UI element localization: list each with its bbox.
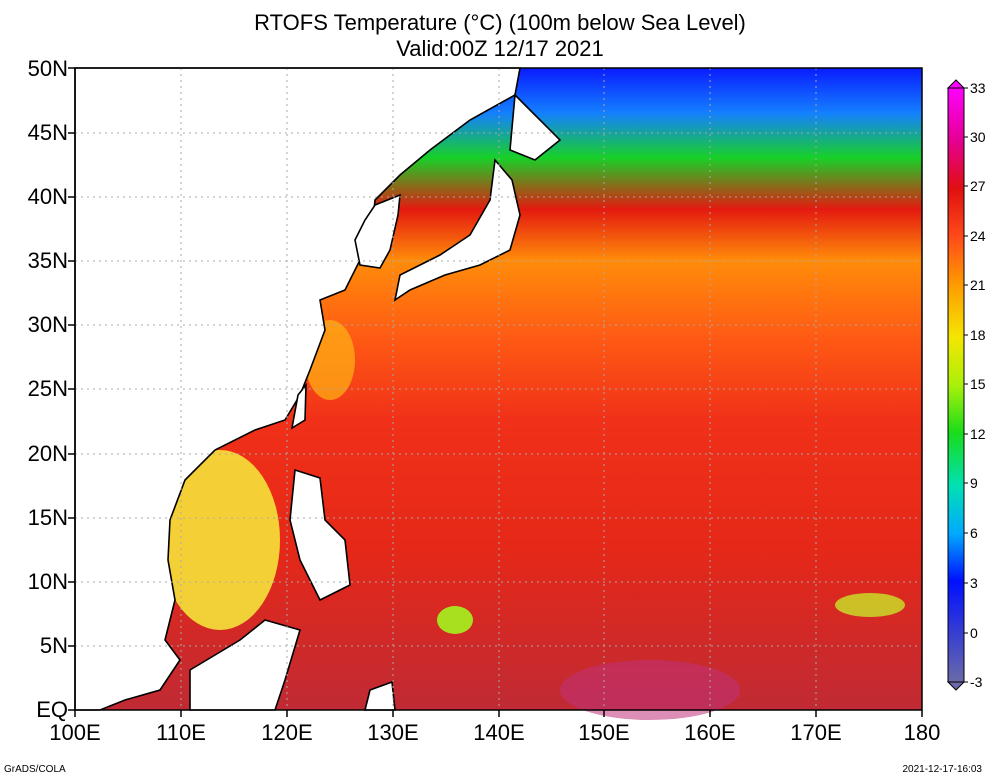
- lon-label: 110E: [156, 720, 206, 745]
- map-title: RTOFS Temperature (°C) (100m below Sea L…: [254, 10, 746, 35]
- lat-label: 25N: [27, 376, 68, 401]
- cool-eddy: [437, 606, 473, 634]
- colorbar-label: 0: [970, 625, 978, 641]
- lat-label: 10N: [27, 569, 68, 594]
- colorbar-label: 3: [970, 575, 978, 591]
- colorbar-ticks: [964, 87, 968, 683]
- lon-label: 140E: [473, 720, 525, 745]
- lat-label: 20N: [27, 441, 68, 466]
- lon-label: 120E: [261, 720, 313, 745]
- colorbar-label: 12: [970, 426, 986, 442]
- warm-pool-patch: [560, 660, 740, 720]
- colorbar-label: 27: [970, 178, 986, 194]
- colorbar-label: 9: [970, 475, 978, 491]
- lat-label: 50N: [27, 56, 68, 81]
- colorbar-label: -3: [970, 674, 983, 690]
- lat-label: 5N: [39, 633, 68, 658]
- colorbar-label: 15: [970, 376, 986, 392]
- lon-label: 170E: [790, 720, 842, 745]
- colorbar-bottom-arrow: [946, 681, 966, 691]
- lat-label: 40N: [27, 184, 68, 209]
- colorbar-label: 24: [970, 228, 986, 244]
- lon-label: 160E: [684, 720, 736, 745]
- colorbar-label: 33: [970, 80, 986, 96]
- footer-software: GrADS/COLA: [4, 764, 66, 775]
- lon-label: 150E: [578, 720, 630, 745]
- colorbar-label: 18: [970, 327, 986, 343]
- colorbar-label: 6: [970, 525, 978, 541]
- lon-label: 100E: [49, 720, 101, 745]
- colorbar-label: 30: [970, 129, 986, 145]
- cool-eddy-east: [835, 593, 905, 617]
- lon-label: 180: [903, 720, 941, 745]
- colorbar-top-arrow: [946, 79, 966, 89]
- lon-label: 130E: [367, 720, 419, 745]
- footer-timestamp: 2021-12-17-16:03: [902, 764, 982, 775]
- colorbar: [947, 87, 965, 683]
- map-valid-time: Valid:00Z 12/17 2021: [396, 36, 604, 61]
- lat-label: 35N: [27, 248, 68, 273]
- lat-label: 45N: [27, 120, 68, 145]
- lat-label: 30N: [27, 312, 68, 337]
- south-china-sea-cool-patch: [160, 450, 280, 630]
- lat-label: 15N: [27, 505, 68, 530]
- lat-label: EQ: [36, 697, 68, 722]
- graticule: [75, 68, 922, 710]
- colorbar-label: 21: [970, 277, 986, 293]
- axis-ticks: [68, 67, 923, 717]
